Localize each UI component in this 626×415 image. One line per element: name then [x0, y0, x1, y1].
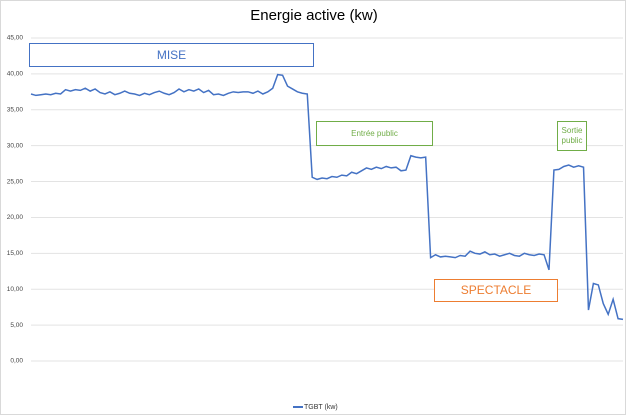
y-tick-label: 45,00 — [7, 35, 24, 42]
legend-label: TGBT (kw) — [304, 404, 338, 411]
y-tick-label: 15,00 — [7, 250, 24, 257]
y-tick-label: 40,00 — [7, 71, 24, 78]
annotation: MISE — [29, 43, 314, 67]
y-tick-label: 0,00 — [10, 358, 23, 365]
y-tick-label: 5,00 — [10, 322, 23, 329]
y-tick-label: 20,00 — [7, 214, 24, 221]
annotation: SPECTACLE — [434, 279, 558, 302]
series-line — [30, 73, 624, 321]
chart-title: Energie active (kw) — [250, 7, 378, 24]
annotation: Sortie public — [557, 121, 587, 151]
y-tick-label: 25,00 — [7, 178, 24, 185]
annotation: Entrée public — [316, 121, 433, 146]
y-tick-label: 35,00 — [7, 106, 24, 113]
y-tick-label: 30,00 — [7, 142, 24, 149]
y-tick-label: 10,00 — [7, 286, 24, 293]
